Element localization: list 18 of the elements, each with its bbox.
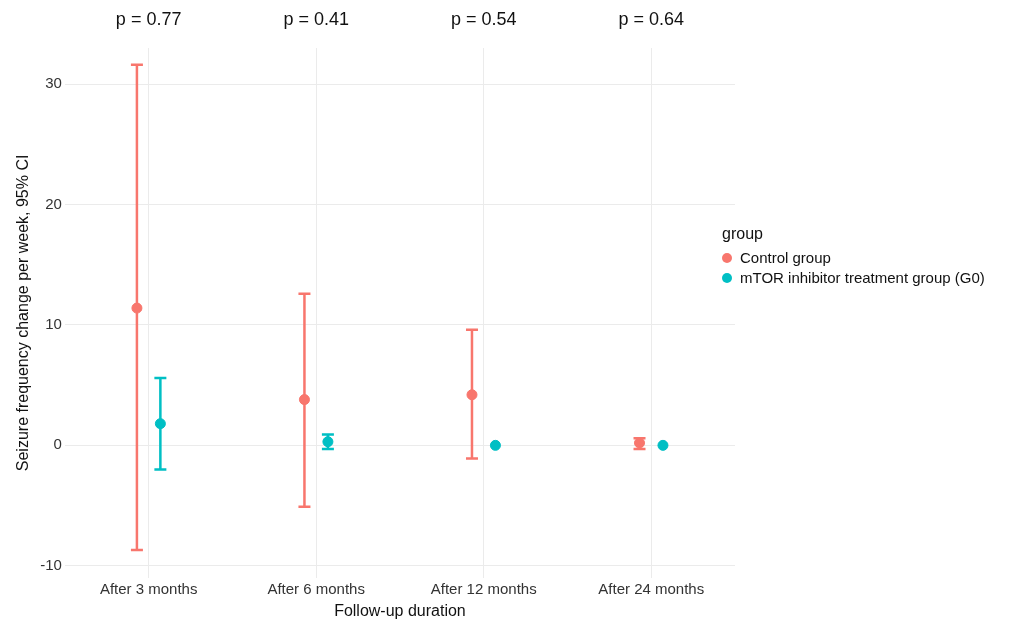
text: p = 0.64 <box>618 8 685 29</box>
legend-title: group <box>722 225 764 243</box>
text: p = 0.54 <box>450 8 517 29</box>
legend-label: Control group <box>740 249 831 266</box>
y-tick-label: 10 <box>45 315 62 333</box>
legend-label: mTOR inhibitor treatment group (G0) <box>740 269 985 286</box>
y-axis-title: Seizure frequency change per week, 95% CI <box>14 154 32 472</box>
x-axis-title: Follow-up duration <box>334 601 466 619</box>
x-tick-label: After 24 months <box>598 579 705 597</box>
text: p = 0.41 <box>283 8 349 29</box>
y-tick-label: 30 <box>45 74 62 92</box>
x-tick-label: After 12 months <box>430 579 537 597</box>
text: p = 0.77 <box>115 8 182 29</box>
y-tick-label: 20 <box>45 194 62 212</box>
y-tick-label: -10 <box>40 555 62 573</box>
y-tick-label: 0 <box>53 435 62 453</box>
x-tick-label: After 6 months <box>267 579 365 597</box>
x-tick-label: After 3 months <box>99 579 198 597</box>
